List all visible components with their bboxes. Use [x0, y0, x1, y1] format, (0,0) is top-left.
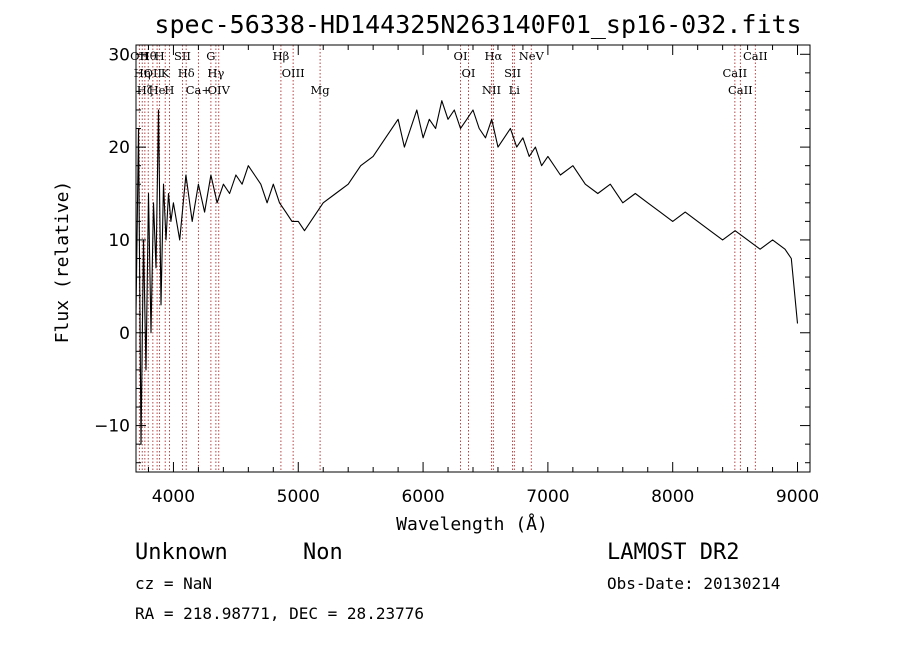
- line-marker-label: H: [164, 83, 174, 97]
- line-marker-label: SII: [504, 66, 521, 80]
- survey-label: LAMOST DR2: [607, 540, 739, 565]
- y-tick-label: 20: [108, 138, 130, 158]
- y-tick-label: −10: [94, 417, 130, 437]
- emission-line-labels: OIIHηHζHθOIIHeHKHSIIHδCa+GHγOIVHβOIIIMgO…: [130, 49, 768, 97]
- line-marker-label: Hα: [484, 49, 502, 63]
- cz-value: cz = NaN: [135, 574, 212, 593]
- line-marker-label: OII: [130, 49, 149, 63]
- line-marker-label: Mg: [311, 83, 331, 97]
- x-tick-label: 9000: [776, 487, 819, 507]
- line-marker-label: Ca+: [186, 83, 211, 97]
- line-marker-label: NeV: [519, 49, 545, 63]
- line-marker-label: He: [149, 83, 166, 97]
- line-marker-label: OIII: [282, 66, 305, 80]
- line-marker-label: Hγ: [207, 66, 224, 80]
- line-marker-label: H: [155, 49, 165, 63]
- y-tick-label: 10: [108, 231, 130, 251]
- x-tick-label: 6000: [401, 487, 444, 507]
- line-marker-label: Hζ: [137, 83, 153, 97]
- line-marker-label: Li: [509, 83, 521, 97]
- y-tick-label: 0: [119, 324, 130, 344]
- line-marker-label: Hβ: [273, 49, 290, 63]
- x-tick-label: 8000: [651, 487, 694, 507]
- line-marker-label: OIV: [208, 83, 231, 97]
- line-marker-label: Hδ: [178, 66, 195, 80]
- coordinates-value: RA = 218.98771, DEC = 28.23776: [135, 604, 424, 623]
- line-marker-label: CaII: [728, 83, 753, 97]
- x-tick-label: 5000: [277, 487, 320, 507]
- y-axis-ticks: −10 0 10 20 30: [94, 45, 810, 464]
- plot-frame: [135, 44, 811, 473]
- line-marker-label: OI: [454, 49, 468, 63]
- line-marker-label: G: [206, 49, 215, 63]
- emission-line-markers: [138, 45, 756, 472]
- spectrum-series-line: [135, 100, 799, 445]
- x-tick-label: 4000: [152, 487, 195, 507]
- line-marker-label: K: [161, 66, 170, 80]
- y-tick-label: 30: [108, 45, 130, 65]
- line-marker-label: NII: [482, 83, 501, 97]
- line-marker-label: Hη: [134, 66, 151, 80]
- x-tick-label: 7000: [526, 487, 569, 507]
- y-axis-label: Flux (relative): [52, 181, 73, 344]
- chart-title: spec-56338-HD144325N263140F01_sp16-032.f…: [154, 10, 801, 39]
- line-marker-label: Hθ: [140, 49, 157, 63]
- line-marker-label: SII: [174, 49, 191, 63]
- line-marker-label: OI: [462, 66, 476, 80]
- obs-date-value: Obs-Date: 20130214: [607, 574, 780, 593]
- object-class-label: Unknown: [135, 540, 228, 565]
- line-marker-label: OII: [144, 66, 163, 80]
- line-marker-label: CaII: [743, 49, 768, 63]
- object-subclass-label: Non: [303, 540, 343, 565]
- x-axis-label: Wavelength (Å): [396, 513, 548, 535]
- line-marker-label: CaII: [722, 66, 747, 80]
- x-axis-ticks: 4000 5000 6000 7000 8000 9000: [147, 45, 819, 507]
